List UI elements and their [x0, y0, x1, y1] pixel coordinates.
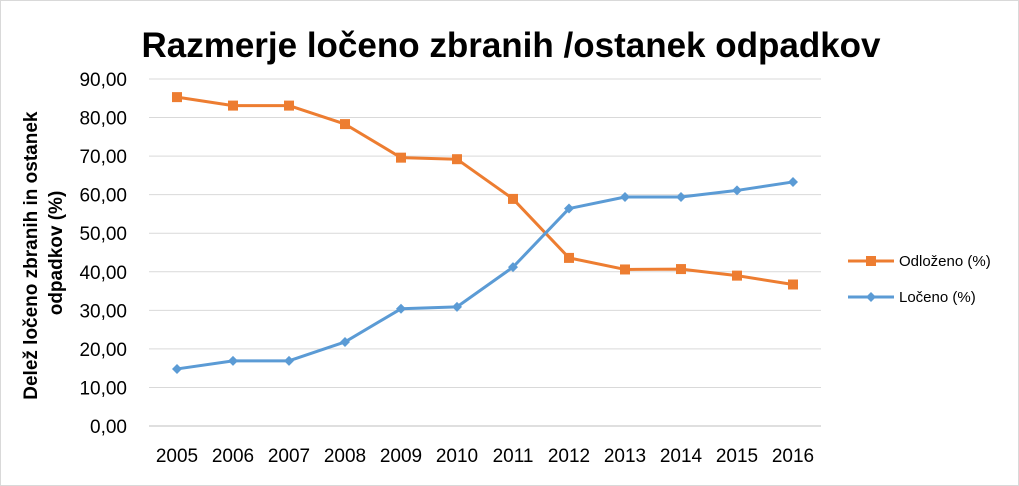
legend-marker: [866, 292, 876, 302]
y-tick-label: 10,00: [79, 378, 127, 399]
y-tick-label: 0,00: [90, 417, 127, 438]
y-axis-label-line-2: odpadkov (%): [46, 191, 67, 316]
x-tick-label: 2009: [380, 446, 422, 467]
legend-label: Odloženo (%): [899, 253, 991, 270]
data-point: [620, 264, 630, 275]
data-point: [508, 262, 518, 273]
data-point: [676, 264, 686, 275]
y-tick-label: 30,00: [79, 301, 127, 322]
y-tick-label: 90,00: [79, 70, 127, 91]
data-point: [452, 301, 462, 312]
y-axis-label-line-1: Delež ločeno zbranih in ostanek: [21, 111, 42, 400]
data-point: [172, 363, 182, 374]
y-axis-label: Delež ločeno zbranih in ostanek odpadkov…: [21, 106, 67, 400]
y-tick-label: 80,00: [79, 109, 127, 130]
legend-marker: [866, 256, 876, 266]
data-point: [788, 176, 798, 187]
data-point: [228, 355, 238, 366]
data-point: [732, 270, 742, 281]
x-tick-label: 2011: [493, 446, 534, 467]
data-point: [284, 100, 294, 111]
x-tick-label: 2013: [604, 446, 646, 467]
x-tick-label: 2005: [156, 446, 198, 467]
data-point: [564, 203, 574, 214]
data-point: [172, 92, 182, 103]
x-tick-label: 2010: [436, 446, 478, 467]
y-tick-label: 50,00: [79, 224, 127, 245]
series-line: [176, 95, 794, 286]
x-tick-label: 2006: [212, 446, 254, 467]
data-point: [676, 191, 686, 202]
x-tick-label: 2007: [268, 446, 310, 467]
y-tick-label: 70,00: [79, 147, 127, 168]
x-tick-label: 2012: [548, 446, 590, 467]
series-line: [176, 180, 794, 371]
data-point: [452, 154, 462, 165]
data-point: [340, 336, 350, 347]
data-point: [788, 279, 798, 290]
legend-label: Ločeno (%): [899, 289, 976, 306]
y-tick-label: 60,00: [79, 186, 127, 207]
x-tick-label: 2016: [772, 446, 814, 467]
x-tick-label: 2015: [716, 446, 758, 467]
y-tick-label: 20,00: [79, 340, 127, 361]
data-point: [620, 191, 630, 202]
data-point: [732, 185, 742, 196]
y-tick-label: 40,00: [79, 263, 127, 284]
x-tick-label: 2014: [660, 446, 703, 467]
chart-title: Razmerje ločeno zbranih /ostanek odpadko…: [141, 26, 881, 65]
data-point: [396, 152, 406, 163]
data-point: [340, 119, 350, 130]
data-point: [508, 193, 518, 204]
x-tick-label: 2008: [324, 446, 366, 467]
data-point: [284, 355, 294, 366]
data-point: [396, 303, 406, 314]
data-point: [564, 252, 574, 263]
data-point: [228, 100, 238, 111]
